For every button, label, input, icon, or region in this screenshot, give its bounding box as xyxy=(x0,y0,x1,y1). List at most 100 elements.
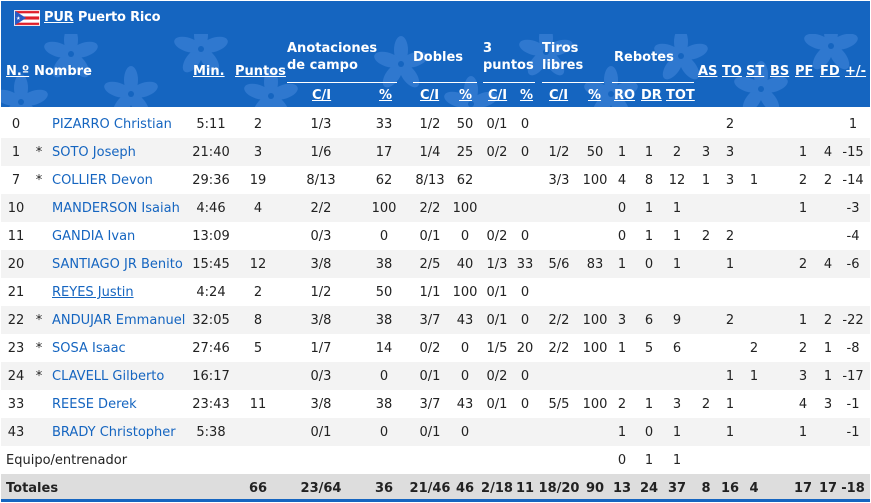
cell-ft-ci: 3/3 xyxy=(548,173,570,188)
col-group-rebounds: Rebotes xyxy=(614,50,674,65)
cell-tot: 6 xyxy=(672,341,682,356)
cell-to: 1 xyxy=(725,257,735,272)
cell-dr: 1 xyxy=(644,453,654,468)
col-three-made-attempted[interactable]: C/I xyxy=(488,88,508,103)
cell-tot: 3 xyxy=(672,397,682,412)
player-name-link[interactable]: ANDUJAR Emmanuel xyxy=(52,313,186,328)
col-assists[interactable]: AS xyxy=(698,64,718,79)
cell-ro: 1 xyxy=(617,425,627,440)
col-name[interactable]: Nombre xyxy=(34,64,92,79)
cell-ro: 3 xyxy=(617,313,627,328)
col-fg-pct[interactable]: % xyxy=(379,88,393,103)
cell-no: 23 xyxy=(7,341,25,356)
player-name-link[interactable]: MANDERSON Isaiah xyxy=(52,201,180,216)
cell-pm: -22 xyxy=(842,313,864,328)
col-ft-pct[interactable]: % xyxy=(588,88,602,103)
cell-fg-pct: 50 xyxy=(375,285,393,300)
cell-fd: 4 xyxy=(823,145,833,160)
cell-min: 4:46 xyxy=(196,201,226,216)
player-name-link[interactable]: SOTO Joseph xyxy=(52,145,136,160)
col-blocks[interactable]: BS xyxy=(770,64,790,79)
player-name-link[interactable]: PIZARRO Christian xyxy=(52,117,172,132)
col-offensive-rebounds[interactable]: RO xyxy=(614,88,636,103)
col-group-threes: 3 puntos xyxy=(483,41,534,73)
cell-two-pct: 100 xyxy=(452,285,478,300)
cell-pm: -17 xyxy=(842,369,864,384)
cell-dr: 1 xyxy=(644,229,654,244)
col-two-pct[interactable]: % xyxy=(459,88,473,103)
cell-no: 11 xyxy=(7,229,25,244)
cell-pm: -15 xyxy=(842,145,864,160)
cell-pts: 11 xyxy=(249,397,267,412)
cell-three-ci: 0/1 xyxy=(486,117,508,132)
cell-pf: 4 xyxy=(798,397,808,412)
table-row: 0 5:11 2 1/3 33 1/2 50 0/1 0 2 1 PIZARRO Christian xyxy=(1,110,870,138)
total-three-ci: 2/18 xyxy=(481,481,513,496)
cell-fd: 4 xyxy=(823,257,833,272)
col-minutes[interactable]: Min. xyxy=(193,64,225,79)
col-group-twos: Dobles xyxy=(413,50,464,65)
cell-two-ci: 2/5 xyxy=(419,257,441,272)
table-row: 11 13:09 0/3 0 0/1 0 0/2 0 0 1 1 2 2 -4 GANDIA Ivan xyxy=(1,222,870,250)
player-name-link[interactable]: REYES Justin xyxy=(52,285,134,300)
cell-no: 7 xyxy=(11,173,21,188)
col-total-rebounds[interactable]: TOT xyxy=(666,88,695,103)
cell-pts: 5 xyxy=(253,341,263,356)
cell-to: 3 xyxy=(725,173,735,188)
cell-no: 20 xyxy=(7,257,25,272)
cell-pf: 1 xyxy=(798,313,808,328)
col-fouls-drawn[interactable]: FD xyxy=(820,64,840,79)
cell-fg-ci: 3/8 xyxy=(310,313,332,328)
total-ft-ci: 18/20 xyxy=(538,481,580,496)
col-number[interactable]: N.º xyxy=(6,64,30,79)
cell-fg-pct: 0 xyxy=(379,425,389,440)
col-plus-minus[interactable]: +/- xyxy=(845,64,867,79)
cell-two-pct: 40 xyxy=(456,257,474,272)
cell-pts: 3 xyxy=(253,145,263,160)
player-name-link[interactable]: SOSA Isaac xyxy=(52,341,126,356)
col-ft-made-attempted[interactable]: C/I xyxy=(549,88,569,103)
cell-min: 21:40 xyxy=(192,145,230,160)
cell-ft-ci: 1/2 xyxy=(548,145,570,160)
team-title[interactable]: PUR Puerto Rico xyxy=(44,10,161,25)
player-name-link[interactable]: COLLIER Devon xyxy=(52,173,153,188)
cell-pf: 2 xyxy=(798,341,808,356)
cell-tot: 1 xyxy=(672,453,682,468)
player-name-link[interactable]: REESE Derek xyxy=(52,397,137,412)
player-name-link[interactable]: SANTIAGO JR Benito xyxy=(52,257,183,272)
cell-dr: 0 xyxy=(644,257,654,272)
total-dr: 24 xyxy=(639,481,659,496)
total-ro: 13 xyxy=(612,481,632,496)
cell-ro: 1 xyxy=(617,341,627,356)
col-defensive-rebounds[interactable]: DR xyxy=(641,88,662,103)
cell-pm: -14 xyxy=(842,173,864,188)
cell-no: 1 xyxy=(11,145,21,160)
cell-pf: 1 xyxy=(798,145,808,160)
cell-pm: -3 xyxy=(846,201,860,216)
team-code[interactable]: PUR xyxy=(44,10,74,25)
player-name-link[interactable]: BRADY Christopher xyxy=(52,425,176,440)
cell-fg-pct: 0 xyxy=(379,369,389,384)
cell-three-ci: 0/2 xyxy=(486,145,508,160)
col-personal-fouls[interactable]: PF xyxy=(795,64,814,79)
cell-pts: 8 xyxy=(253,313,263,328)
cell-two-pct: 0 xyxy=(460,369,470,384)
col-steals[interactable]: ST xyxy=(746,64,765,79)
player-name-link[interactable]: CLAVELL Gilberto xyxy=(52,369,165,384)
cell-no: 22 xyxy=(7,313,25,328)
cell-to: 2 xyxy=(725,313,735,328)
cell-ro: 0 xyxy=(617,229,627,244)
col-two-made-attempted[interactable]: C/I xyxy=(420,88,440,103)
cell-no: 0 xyxy=(11,117,21,132)
total-pm: -18 xyxy=(841,481,865,496)
total-fg-ci: 23/64 xyxy=(300,481,342,496)
cell-min: 32:05 xyxy=(192,313,230,328)
cell-fg-ci: 3/8 xyxy=(310,257,332,272)
cell-three-ci: 0/1 xyxy=(486,285,508,300)
col-fg-made-attempted[interactable]: C/I xyxy=(312,88,332,103)
col-turnovers[interactable]: TO xyxy=(722,64,742,79)
total-fd: 17 xyxy=(818,481,838,496)
player-name-link[interactable]: GANDIA Ivan xyxy=(52,229,136,244)
col-points[interactable]: Puntos xyxy=(235,64,286,79)
col-three-pct[interactable]: % xyxy=(520,88,534,103)
